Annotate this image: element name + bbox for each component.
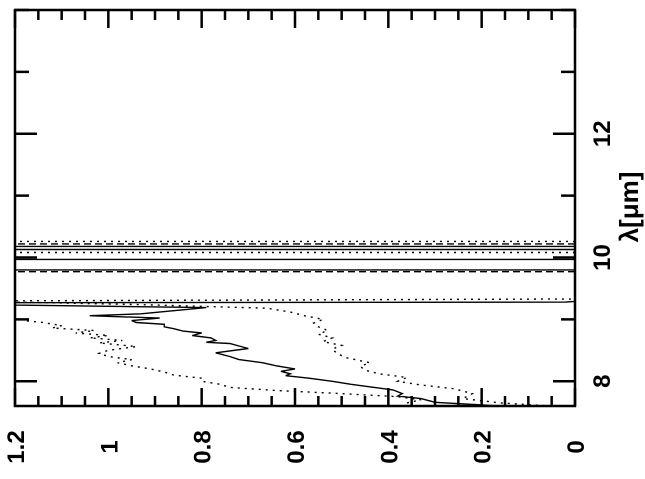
y-tick-label: 1 bbox=[96, 440, 123, 453]
series-line-0 bbox=[14, 300, 576, 407]
x-tick-label: 8 bbox=[589, 375, 616, 388]
y-tick-label: 0.2 bbox=[470, 430, 497, 463]
x-tick-label: 10 bbox=[589, 244, 616, 271]
y-tick-label: 0.8 bbox=[190, 430, 217, 463]
series-line-1 bbox=[14, 317, 422, 404]
series-group bbox=[14, 240, 576, 407]
y-tick-label: 1.2 bbox=[3, 430, 30, 463]
y-tick-label: 0 bbox=[563, 440, 590, 453]
x-axis-label: λ[μm] bbox=[614, 172, 644, 243]
tick-labels: 0 0.2 0.4 0.6 0.8 1 1.2 8 10 12 bbox=[3, 120, 616, 463]
y-tick-label: 0.6 bbox=[283, 430, 310, 463]
axis-ticks bbox=[13, 8, 577, 406]
x-tick-label: 12 bbox=[589, 120, 616, 147]
y-tick-label: 0.4 bbox=[376, 430, 403, 464]
plot-frame bbox=[13, 8, 577, 408]
